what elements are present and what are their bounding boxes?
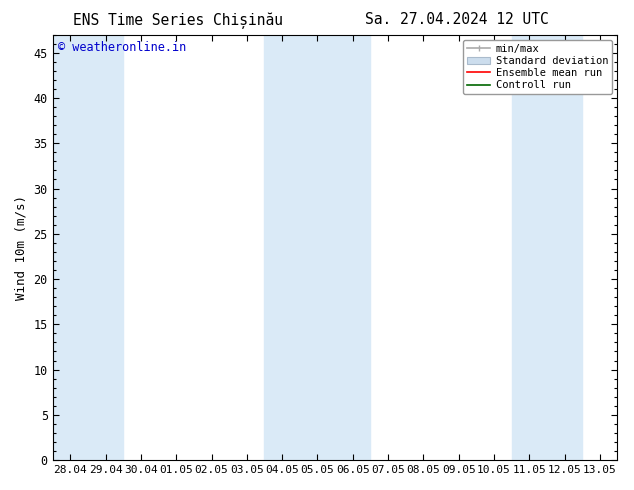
Text: Sa. 27.04.2024 12 UTC: Sa. 27.04.2024 12 UTC	[365, 12, 548, 27]
Legend: min/max, Standard deviation, Ensemble mean run, Controll run: min/max, Standard deviation, Ensemble me…	[463, 40, 612, 95]
Text: © weatheronline.in: © weatheronline.in	[58, 41, 186, 54]
Bar	[264, 35, 370, 460]
Bar	[512, 35, 582, 460]
Y-axis label: Wind 10m (m/s): Wind 10m (m/s)	[15, 195, 28, 300]
Text: ENS Time Series Chișinău: ENS Time Series Chișinău	[72, 12, 283, 29]
Bar	[53, 35, 123, 460]
